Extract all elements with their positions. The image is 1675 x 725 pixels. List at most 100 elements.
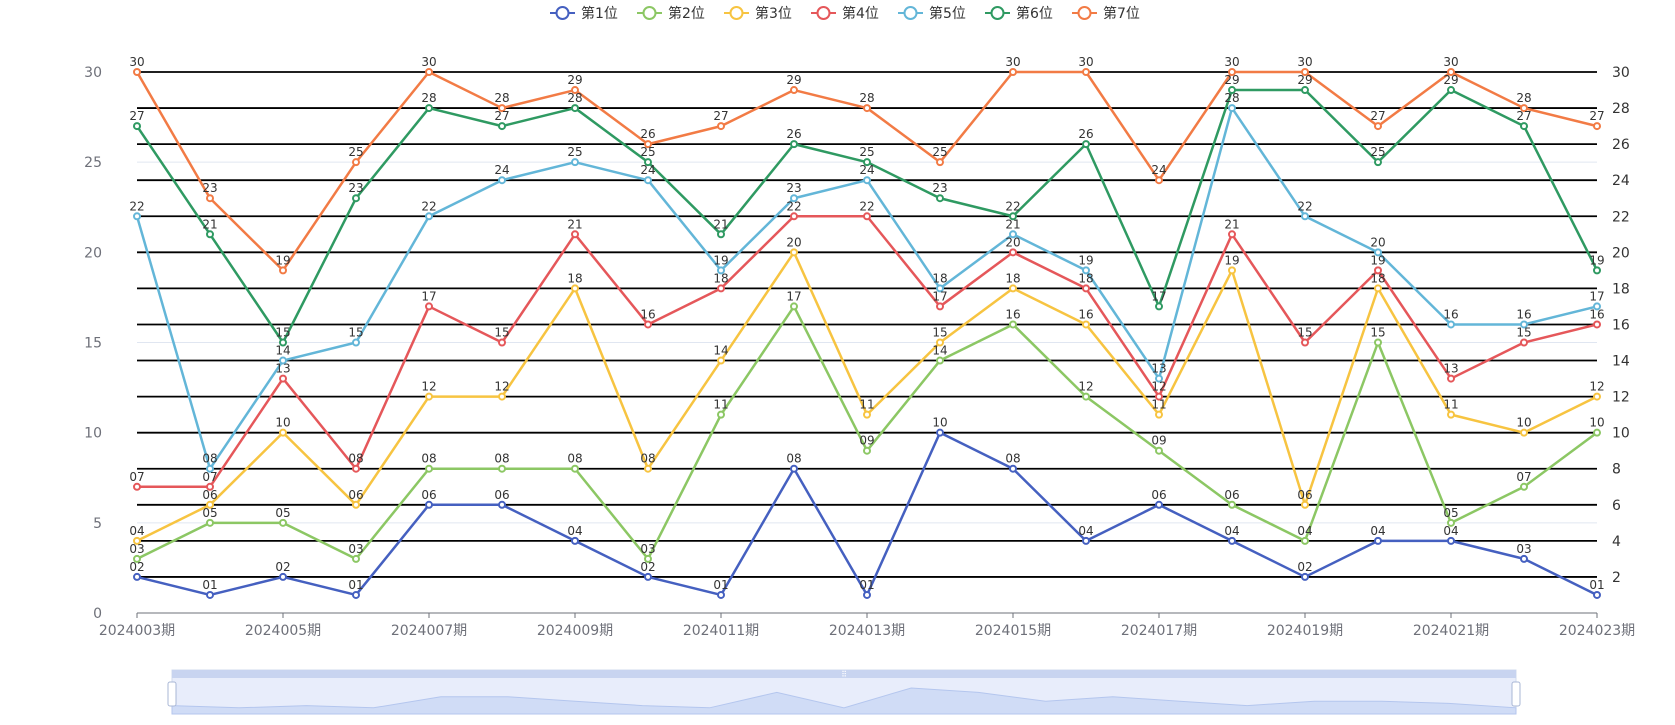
data-point	[1009, 230, 1017, 239]
data-label: 25	[859, 145, 874, 159]
legend-item[interactable]: 第1位	[550, 5, 618, 22]
data-label: 10	[932, 416, 947, 430]
data-point	[206, 518, 214, 527]
data-point	[571, 464, 579, 473]
data-label: 08	[348, 452, 363, 466]
x-tick-label: 2024007期	[391, 623, 467, 639]
data-point	[936, 428, 944, 437]
legend-item[interactable]: 第2位	[637, 5, 705, 22]
data-zoom-slider[interactable]: ⠿	[167, 669, 1521, 715]
data-point	[425, 500, 433, 509]
data-point	[1301, 338, 1309, 347]
data-point	[279, 374, 287, 383]
data-point	[1447, 68, 1455, 76]
legend-item[interactable]: 第6位	[985, 5, 1053, 22]
data-label: 08	[202, 452, 217, 466]
data-label: 19	[275, 253, 290, 267]
y-tick-label-left: 5	[93, 516, 102, 532]
data-point	[1009, 284, 1017, 293]
data-point	[1082, 392, 1090, 401]
data-labels-layer: 02 01 02 01 06 06 04 02 01 08 01 10 08 04 06 04 02 04 04 03…	[129, 55, 1604, 592]
zoom-handle-left[interactable]	[167, 681, 177, 707]
data-point	[863, 104, 871, 113]
data-point	[790, 248, 798, 257]
data-label: 28	[1224, 91, 1239, 105]
data-label: 24	[640, 163, 655, 177]
data-label: 06	[202, 488, 217, 502]
data-point	[1374, 284, 1382, 293]
data-point	[498, 176, 506, 185]
data-point	[498, 122, 506, 131]
data-label: 17	[421, 289, 436, 303]
data-label: 02	[129, 560, 144, 574]
data-point	[1301, 68, 1309, 76]
data-point	[133, 122, 141, 131]
data-point	[936, 338, 944, 347]
data-point	[352, 500, 360, 509]
data-label: 04	[1297, 524, 1312, 538]
data-label: 13	[1443, 362, 1458, 376]
data-point	[863, 410, 871, 419]
data-point	[1301, 500, 1309, 509]
data-point	[1009, 212, 1017, 221]
data-label: 01	[859, 578, 874, 592]
data-point	[279, 572, 287, 581]
data-label: 21	[1005, 217, 1020, 231]
data-label: 08	[421, 452, 436, 466]
data-label: 06	[421, 488, 436, 502]
data-point	[1228, 68, 1236, 76]
data-point	[1520, 554, 1528, 563]
data-point	[1228, 230, 1236, 239]
y-tick-label-right: 12	[1612, 390, 1630, 406]
y-tick-label-right: 2	[1612, 570, 1621, 586]
data-label: 07	[1516, 470, 1531, 484]
data-point	[863, 590, 871, 599]
legend-label: 第5位	[929, 5, 966, 22]
data-label: 27	[1589, 109, 1604, 123]
legend-item[interactable]: 第7位	[1072, 5, 1140, 22]
data-point	[425, 68, 433, 76]
data-point	[206, 464, 214, 473]
data-point	[133, 68, 141, 76]
data-point	[1447, 86, 1455, 95]
data-label: 30	[1443, 55, 1458, 69]
series-layer	[133, 68, 1601, 599]
data-point	[425, 212, 433, 221]
data-point	[644, 158, 652, 167]
data-point	[790, 464, 798, 473]
data-label: 16	[640, 307, 655, 321]
data-label: 21	[202, 217, 217, 231]
data-point	[717, 230, 725, 239]
x-tick-label: 2024011期	[683, 623, 759, 639]
zoom-handle-right[interactable]	[1511, 681, 1521, 707]
data-point	[1447, 518, 1455, 527]
data-label: 13	[1151, 362, 1166, 376]
data-point	[133, 572, 141, 581]
data-label: 19	[1370, 253, 1385, 267]
legend-item[interactable]: 第4位	[811, 5, 879, 22]
y-tick-label-right: 22	[1612, 209, 1630, 225]
data-label: 23	[348, 181, 363, 195]
data-point	[1009, 464, 1017, 473]
data-label: 28	[421, 91, 436, 105]
legend-label: 第3位	[755, 5, 792, 22]
data-label: 22	[421, 199, 436, 213]
y-tick-label-right: 16	[1612, 317, 1630, 333]
data-label: 03	[1516, 542, 1531, 556]
legend[interactable]: 第1位 第2位 第3位 第4位 第5位 第6位 第7位	[550, 5, 1140, 22]
data-label: 25	[932, 145, 947, 159]
x-tick-label: 2024023期	[1559, 623, 1635, 639]
data-point	[863, 176, 871, 185]
data-label: 28	[859, 91, 874, 105]
data-label: 04	[1370, 524, 1385, 538]
data-point	[1009, 320, 1017, 329]
data-point	[1374, 266, 1382, 275]
data-point	[1155, 302, 1163, 311]
legend-label: 第1位	[581, 5, 618, 22]
legend-item[interactable]: 第3位	[724, 5, 792, 22]
data-point	[279, 356, 287, 365]
data-point	[936, 284, 944, 293]
y-tick-label-left: 15	[84, 336, 102, 352]
y-tick-label-right: 8	[1612, 462, 1621, 478]
legend-item[interactable]: 第5位	[898, 5, 966, 22]
